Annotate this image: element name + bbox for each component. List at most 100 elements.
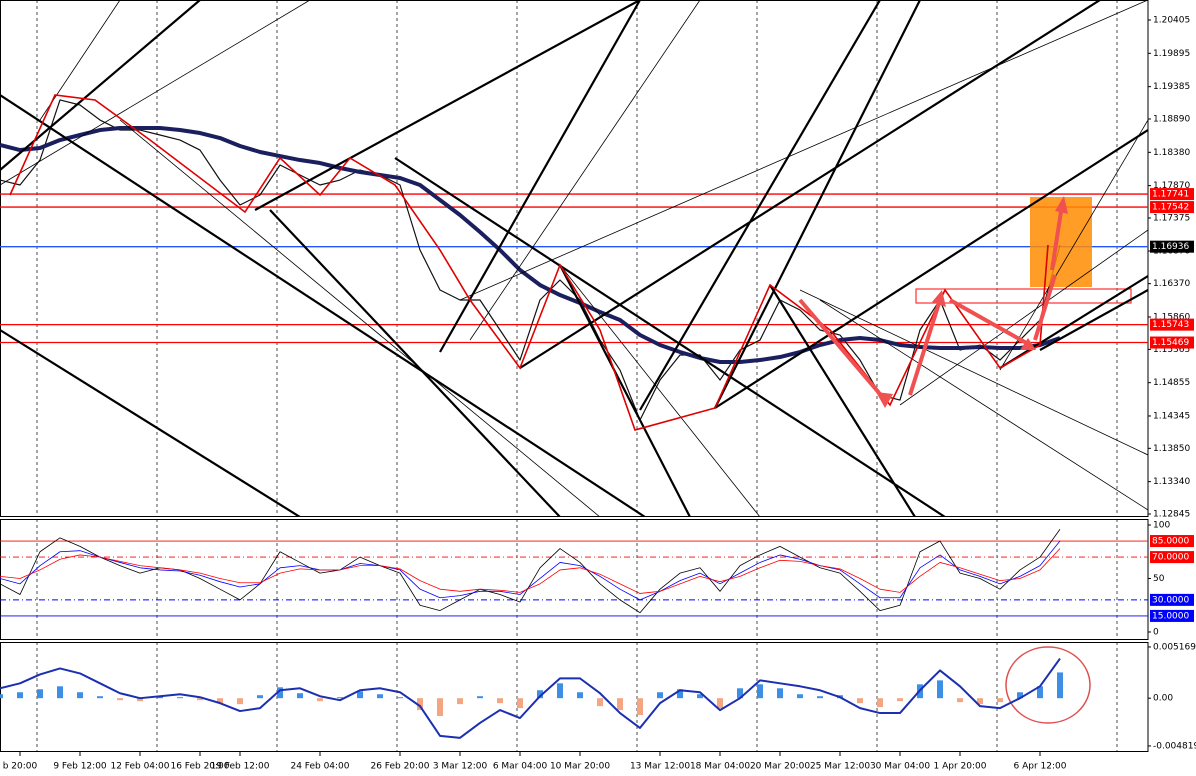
y-tick-label: 1.13340: [1153, 477, 1190, 487]
histogram-bar: [897, 698, 903, 702]
x-tick-label: 6 Apr 12:00: [1014, 762, 1067, 772]
histogram-bar: [777, 688, 783, 699]
histogram-bar: [537, 690, 543, 699]
y-tick-label: 1.20405: [1153, 15, 1190, 25]
y-tick-label: 0: [1153, 627, 1159, 637]
histogram-bar: [577, 692, 583, 699]
y-tick-label: 50: [1153, 574, 1165, 584]
histogram-bar: [957, 698, 963, 703]
histogram-bar: [737, 688, 743, 699]
y-tick-label: 100: [1153, 520, 1170, 530]
y-tick-label: 1.13850: [1153, 444, 1190, 454]
histogram-bar: [617, 698, 623, 711]
histogram-bar: [797, 694, 803, 699]
y-tick-label: 1.15860: [1153, 312, 1190, 322]
histogram-bar: [177, 697, 183, 699]
y-tick-label: 1.15365: [1153, 345, 1190, 355]
y-tick-label: 0.0051695: [1153, 642, 1196, 652]
y-tick-label: 1.14855: [1153, 378, 1190, 388]
x-tick-label: 26 Feb 20:00: [370, 762, 429, 772]
level-label-box: [1150, 336, 1194, 349]
histogram-bar: [477, 696, 483, 699]
histogram-bar: [437, 698, 443, 717]
histogram-bar: [137, 698, 143, 702]
level-label-box: [1150, 201, 1194, 214]
x-tick-label: 9 Feb 12:00: [53, 762, 107, 772]
panel-frame: [0, 0, 1149, 517]
arrows: [798, 204, 1064, 402]
y-tick-label: 1.18890: [1153, 114, 1190, 124]
x-tick-label: 20 Mar 20:00: [750, 762, 810, 772]
histogram-bar: [997, 698, 1003, 703]
histogram-bar: [377, 694, 383, 699]
histogram-bar: [0, 694, 3, 699]
histogram-bar: [197, 698, 203, 701]
histogram-bar: [97, 696, 103, 699]
x-tick-label: 16 Feb 20:00: [170, 762, 229, 772]
level-label: 30.0000: [1152, 595, 1189, 605]
histogram-bar: [237, 698, 243, 705]
level-label: 85.0000: [1152, 537, 1189, 547]
histogram-bar: [517, 698, 523, 709]
histogram-bar: [37, 689, 43, 699]
histogram-bar: [57, 686, 63, 699]
level-label: 1.17542: [1152, 203, 1189, 213]
histogram-bar: [77, 692, 83, 699]
y-tick-label: 1.19385: [1153, 82, 1190, 92]
x-tick-label: b 20:00: [3, 762, 38, 772]
level-label: 15.0000: [1152, 611, 1189, 621]
histogram-bar: [417, 698, 423, 711]
drawings: [0, 0, 1148, 517]
level-label: 1.15469: [1152, 338, 1189, 348]
y-tick-label: 1.19895: [1153, 49, 1190, 59]
histogram-bar: [977, 698, 983, 705]
histogram-bar: [757, 684, 763, 699]
histogram-bar: [657, 692, 663, 699]
histogram-bar: [637, 698, 643, 716]
x-tick-label: 25 Mar 12:00: [810, 762, 870, 772]
series-line: [0, 548, 1061, 594]
histogram-bar: [717, 698, 723, 709]
x-tick-label: 18 Mar 04:00: [690, 762, 750, 772]
histogram-bar: [277, 687, 283, 699]
histogram-bar: [1037, 686, 1043, 699]
channel-lines: [0, 0, 1148, 517]
panel-frame: [0, 519, 1149, 640]
y-tick-label: 0.00: [1153, 694, 1173, 704]
highlight-circle: [1005, 646, 1091, 724]
histogram-bar: [877, 698, 883, 708]
x-tick-label: 13 Mar 12:00: [630, 762, 690, 772]
histogram-bar: [457, 698, 463, 705]
histogram-bar: [257, 695, 263, 699]
histogram-bar: [1057, 672, 1063, 699]
histogram-bar: [397, 697, 403, 699]
series-line: [0, 540, 1061, 601]
x-tick-label: 30 Mar 04:00: [870, 762, 930, 772]
histogram-bar: [857, 698, 863, 704]
y-tick-label: -0.0048199: [1153, 741, 1196, 751]
histogram-bar: [937, 680, 943, 699]
x-tick-label: 10 Mar 20:00: [550, 762, 610, 772]
range-box: [915, 288, 1132, 304]
histogram-bar: [817, 696, 823, 699]
x-tick-label: 12 Feb 04:00: [110, 762, 169, 772]
y-tick-label: 1.17375: [1153, 213, 1190, 223]
x-tick-label: 19 Feb 12:00: [210, 762, 269, 772]
histogram-bar: [597, 698, 603, 707]
level-label-box: [1150, 593, 1194, 606]
level-label-box: [1150, 535, 1194, 548]
level-label-box: [1150, 188, 1194, 201]
histogram-bar: [1017, 692, 1023, 699]
x-tick-label: 24 Feb 04:00: [290, 762, 349, 772]
series-line: [0, 657, 1061, 739]
level-label: 1.17741: [1152, 190, 1189, 200]
level-label: 70.0000: [1152, 553, 1189, 563]
histogram-bar: [677, 689, 683, 699]
x-tick-label: 3 Mar 12:00: [433, 762, 488, 772]
level-label-box: [1150, 318, 1194, 331]
histogram-bar: [697, 694, 703, 699]
y-tick-label: 1.12845: [1153, 509, 1190, 519]
zigzag: [9, 94, 1049, 431]
